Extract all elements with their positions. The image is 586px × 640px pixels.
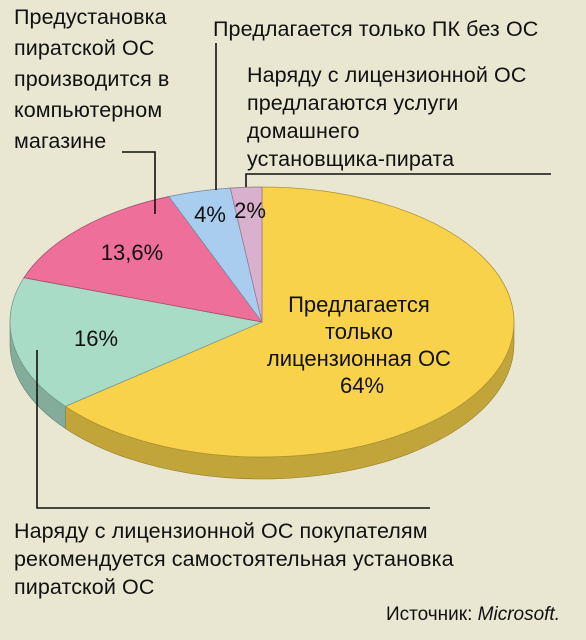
pie-slice-preinstall bbox=[23, 196, 263, 323]
callout-pc-only: Предлагается только ПК без ОС bbox=[213, 17, 538, 41]
callout-home-pirate: Наряду с лицензионной ОС предлагаются ус… bbox=[247, 63, 533, 171]
leader-home-pirate bbox=[245, 173, 551, 187]
pie-slice-self-install bbox=[9, 277, 264, 407]
source-note: Источник: Microsoft. bbox=[386, 604, 560, 625]
pie-slice-home-pirate bbox=[229, 186, 263, 323]
slice-label-preinstall: 13,6% bbox=[101, 240, 163, 265]
slice-label-home-pirate: 2% bbox=[234, 198, 266, 223]
slice-label-self-install: 16% bbox=[74, 326, 118, 351]
slice-label-pc-only: 4% bbox=[194, 202, 226, 227]
pie-slice-licensed bbox=[64, 186, 515, 458]
slice-label-licensed: Предлагается только лицензионная ОС 64% bbox=[267, 292, 457, 398]
leader-preinstall bbox=[122, 151, 156, 214]
source-name: Microsoft. bbox=[478, 604, 560, 625]
callout-preinstall: Предустановка пиратской ОС производится … bbox=[14, 5, 176, 153]
pie-slices bbox=[9, 186, 515, 458]
source-prefix: Источник: bbox=[386, 604, 478, 625]
leader-self-install bbox=[36, 350, 430, 509]
callout-self-install: Наряду с лицензионной ОС покупателям рек… bbox=[14, 519, 460, 599]
